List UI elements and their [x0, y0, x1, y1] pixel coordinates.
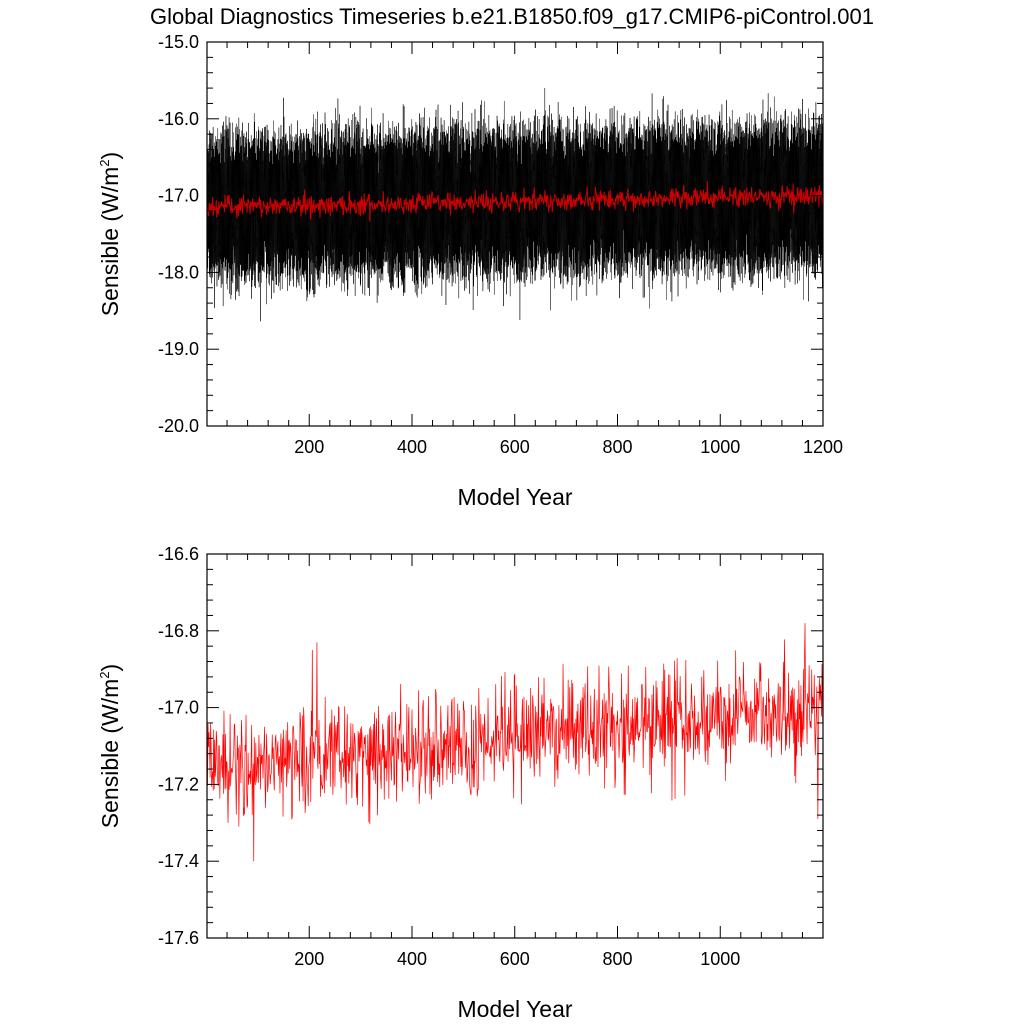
y-tick-label: -16.8 — [158, 621, 199, 641]
x-tick-label: 1200 — [803, 437, 843, 457]
x-tick-label: 400 — [397, 437, 427, 457]
series-monthly-line — [207, 87, 823, 322]
y-tick-label: -17.4 — [158, 851, 199, 871]
bottom-timeseries-panel: -17.6 -17.4 -17.2 -17.0 -16.8 -16.6 200 400 600… — [97, 544, 824, 1022]
y-tick-label: -18.0 — [158, 262, 199, 282]
y-tick-label: -17.0 — [158, 186, 199, 206]
bottom-y-axis-title: Sensible (W/m2) — [97, 664, 123, 828]
top-y-axis-title: Sensible (W/m2) — [97, 152, 123, 316]
y-tick-label: -19.0 — [158, 339, 199, 359]
bottom-x-axis-title: Model Year — [457, 996, 572, 1022]
x-tick-label: 600 — [500, 437, 530, 457]
x-tick-label: 1000 — [700, 437, 740, 457]
y-tick-label: -17.0 — [158, 698, 199, 718]
top-ticks — [207, 41, 824, 427]
x-tick-label: 800 — [602, 949, 632, 969]
top-y-tick-labels: -20.0 -19.0 -18.0 -17.0 -16.0 -15.0 — [158, 32, 199, 436]
top-y-axis-title-main: Sensible (W/m — [97, 167, 123, 317]
y-tick-label: -17.6 — [158, 928, 199, 948]
top-x-tick-labels: 200 400 600 800 1000 1200 — [294, 437, 843, 457]
series-annual-line — [207, 181, 823, 222]
bottom-series-layer — [206, 623, 824, 862]
top-timeseries-panel: -20.0 -19.0 -18.0 -17.0 -16.0 -15.0 200 400 600… — [97, 32, 843, 510]
top-series-layer — [207, 87, 823, 322]
x-tick-label: 600 — [500, 949, 530, 969]
y-tick-label: -17.2 — [158, 774, 199, 794]
figure-title: Global Diagnostics Timeseries b.e21.B185… — [150, 4, 874, 29]
x-tick-label: 200 — [294, 949, 324, 969]
series-annual-line — [206, 623, 824, 862]
x-tick-label: 200 — [294, 437, 324, 457]
bottom-y-axis-title-close: ) — [97, 664, 123, 672]
y-tick-label: -16.6 — [158, 544, 199, 564]
bottom-y-tick-labels: -17.6 -17.4 -17.2 -17.0 -16.8 -16.6 — [158, 544, 199, 948]
x-tick-label: 400 — [397, 949, 427, 969]
x-tick-label: 1000 — [700, 949, 740, 969]
top-y-axis-title-sup: 2 — [97, 159, 112, 166]
top-x-axis-title: Model Year — [457, 484, 572, 510]
bottom-y-axis-title-sup: 2 — [97, 671, 112, 678]
y-tick-label: -16.0 — [158, 109, 199, 129]
y-tick-label: -20.0 — [158, 416, 199, 436]
top-y-axis-title-close: ) — [97, 152, 123, 160]
bottom-y-axis-title-main: Sensible (W/m — [97, 679, 123, 829]
x-tick-label: 800 — [602, 437, 632, 457]
bottom-x-tick-labels: 200 400 600 800 1000 — [294, 949, 740, 969]
y-tick-label: -15.0 — [158, 32, 199, 52]
bottom-ticks — [207, 553, 823, 939]
